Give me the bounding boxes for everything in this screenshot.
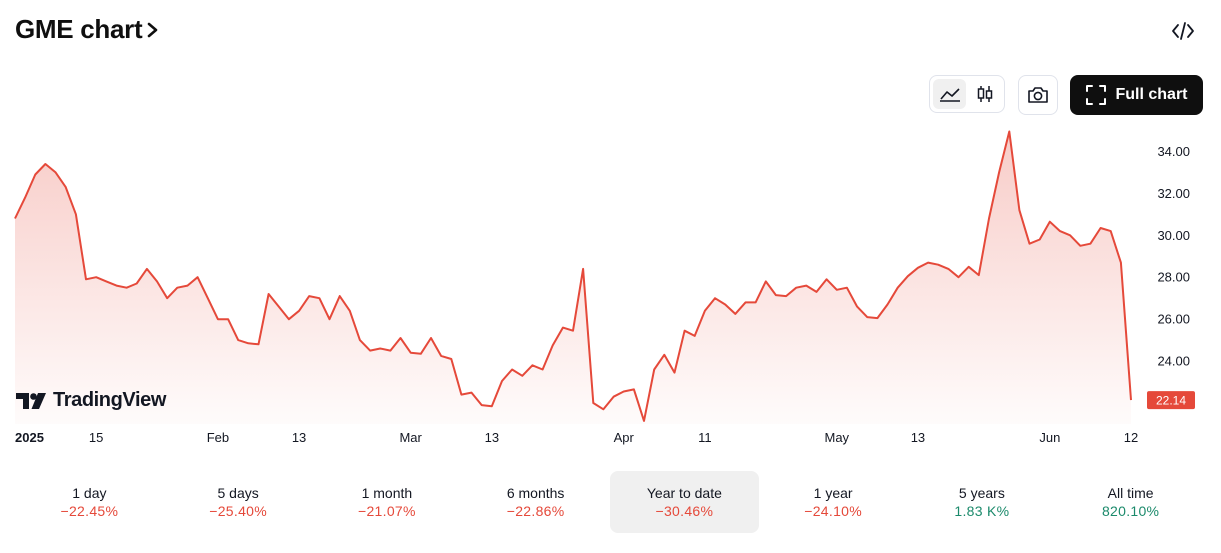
period-label: 1 year xyxy=(813,485,853,501)
period-tab-2[interactable]: 1 month −21.07% xyxy=(313,471,462,533)
embed-code-button[interactable] xyxy=(1168,18,1198,44)
tradingview-logo[interactable]: TradingView xyxy=(16,389,166,412)
period-tab-4[interactable]: Year to date −30.46% xyxy=(610,471,759,533)
fullscreen-corners-icon xyxy=(1086,85,1107,105)
x-tick-label: 15 xyxy=(89,430,103,445)
period-tab-3[interactable]: 6 months −22.86% xyxy=(461,471,610,533)
y-tick-label: 34.00 xyxy=(1157,144,1190,159)
chevron-right-icon xyxy=(148,22,158,37)
period-label: 5 days xyxy=(217,485,259,501)
period-selector: 1 day −22.45% 5 days −25.40% 1 month −21.07% 6… xyxy=(15,471,1205,533)
period-change: −21.07% xyxy=(357,503,416,519)
x-tick-label: 12 xyxy=(1124,430,1138,445)
x-tick-label: 13 xyxy=(292,430,306,445)
period-change: −22.86% xyxy=(506,503,565,519)
price-chart[interactable]: 24.00 26.00 28.00 30.00 32.00 34.00 2025 15 Feb… xyxy=(0,120,1221,455)
price-area-fill xyxy=(15,131,1131,424)
page-title: GME chart xyxy=(15,14,143,44)
period-tab-7[interactable]: All time 820.10% xyxy=(1056,471,1205,533)
period-change: 820.10% xyxy=(1101,503,1160,519)
last-price-value: 22.14 xyxy=(1156,394,1186,408)
y-tick-label: 24.00 xyxy=(1157,354,1190,369)
x-tick-label: Jun xyxy=(1039,430,1060,445)
x-axis: 2025 15 Feb 13 Mar 13 Apr 11 May 13 Jun 12 xyxy=(15,430,1138,445)
full-chart-label: Full chart xyxy=(1115,86,1188,103)
period-label: 1 day xyxy=(72,485,107,501)
period-tab-5[interactable]: 1 year −24.10% xyxy=(759,471,908,533)
period-change: −22.45% xyxy=(60,503,119,519)
x-tick-label: 13 xyxy=(911,430,925,445)
tradingview-logo-text: TradingView xyxy=(53,389,167,411)
x-tick-label: Feb xyxy=(207,430,229,445)
period-label: 6 months xyxy=(506,485,565,501)
x-tick-label: 2025 xyxy=(15,430,44,445)
price-line xyxy=(14,130,1132,422)
snapshot-button[interactable] xyxy=(1018,75,1058,115)
y-tick-label: 32.00 xyxy=(1157,186,1190,201)
y-tick-label: 26.00 xyxy=(1157,312,1190,327)
area-style-button[interactable] xyxy=(933,79,966,109)
period-tab-1[interactable]: 5 days −25.40% xyxy=(164,471,313,533)
period-label: Year to date xyxy=(646,485,722,501)
period-label: All time xyxy=(1107,485,1154,501)
candlestick-icon xyxy=(977,86,992,102)
last-price-label: 22.14 xyxy=(1147,391,1195,410)
full-chart-button[interactable]: Full chart xyxy=(1070,75,1203,115)
x-tick-label: Mar xyxy=(399,430,422,445)
x-tick-label: 11 xyxy=(698,430,712,445)
y-tick-label: 30.00 xyxy=(1157,228,1190,243)
period-change: −24.10% xyxy=(804,503,862,519)
x-tick-label: May xyxy=(825,430,850,445)
code-brackets-icon xyxy=(1172,22,1194,40)
area-chart-icon xyxy=(939,88,960,102)
period-change: 1.83 K% xyxy=(954,503,1010,519)
period-label: 5 years xyxy=(958,485,1005,501)
camera-icon xyxy=(1028,87,1048,103)
x-tick-label: Apr xyxy=(614,430,635,445)
tradingview-mark-icon xyxy=(16,392,46,409)
chart-title-link[interactable]: GME chart xyxy=(15,14,160,45)
candle-style-button[interactable] xyxy=(968,79,1001,109)
period-label: 1 month xyxy=(361,485,413,501)
period-change: −25.40% xyxy=(209,503,267,519)
y-axis: 24.00 26.00 28.00 30.00 32.00 34.00 xyxy=(1157,144,1190,369)
period-change: −30.46% xyxy=(655,503,714,519)
period-tab-6[interactable]: 5 years 1.83 K% xyxy=(908,471,1057,533)
chart-style-toggle xyxy=(929,75,1005,113)
x-tick-label: 13 xyxy=(485,430,499,445)
period-tab-0[interactable]: 1 day −22.45% xyxy=(15,471,164,533)
y-tick-label: 28.00 xyxy=(1157,270,1190,285)
